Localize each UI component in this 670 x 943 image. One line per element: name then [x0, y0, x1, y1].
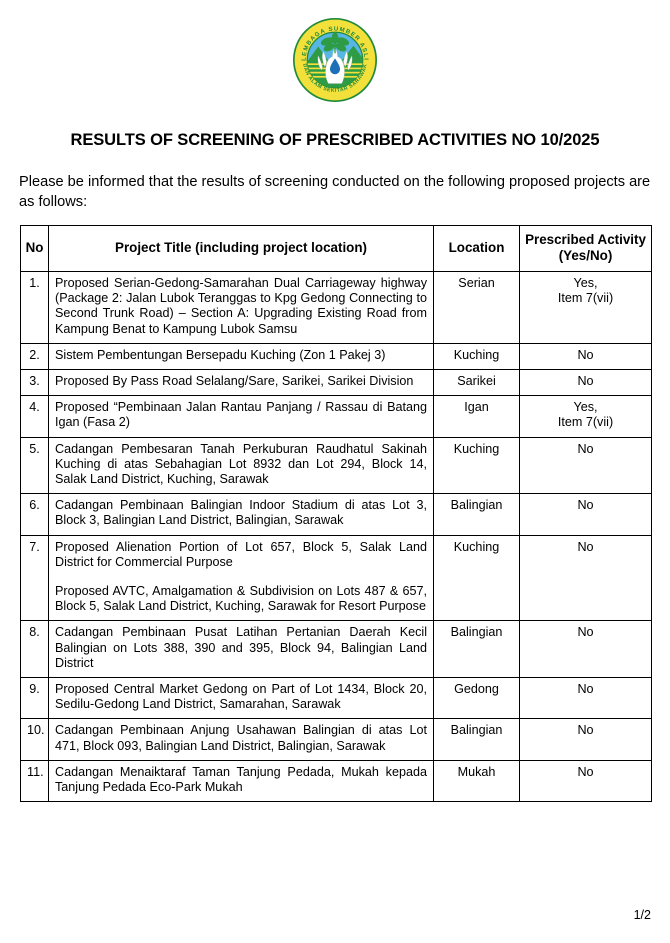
project-title-paragraph: Cadangan Pembinaan Pusat Latihan Pertani…	[55, 625, 427, 670]
table-row: 4. Proposed “Pembinaan Jalan Rantau Panja…	[20, 395, 652, 438]
lembaga-sumber-asli-sarawak-logo: LEMBAGA SUMBER ASLI DAN ALAM SEKITAR SAR…	[293, 18, 377, 102]
location-cell: Mukah	[433, 759, 520, 803]
column-header-prescribed-activity: Prescribed Activity (Yes/No)	[519, 225, 652, 272]
location-cell: Balingian	[433, 718, 520, 761]
table-row: 6. Cadangan Pembinaan Balingian Indoor St…	[20, 493, 652, 536]
prescribed-activity-line: No	[577, 374, 594, 389]
prescribed-activity-line: No	[577, 539, 594, 554]
project-title-cell: Sistem Pembentungan Bersepadu Kuching (Z…	[48, 342, 434, 371]
project-title-paragraph: Proposed “Pembinaan Jalan Rantau Panjang…	[55, 400, 427, 430]
prescribed-activity-cell: No	[519, 718, 652, 761]
prescribed-activity-cell: Yes, Item 7(vii)	[519, 271, 652, 344]
prescribed-activity-line: No	[577, 723, 594, 738]
prescribed-activity-line: No	[577, 441, 594, 456]
project-title-cell: Proposed Central Market Gedong on Part o…	[48, 677, 434, 720]
prescribed-activity-cell: No	[519, 677, 652, 720]
project-title-paragraph: Cadangan Pembinaan Balingian Indoor Stad…	[55, 498, 427, 528]
project-title-paragraph: Proposed By Pass Road Selalang/Sare, Sar…	[55, 374, 414, 389]
project-title-cell: Cadangan Menaiktaraf Taman Tanjung Pedad…	[48, 759, 434, 803]
intro-paragraph: Please be informed that the results of s…	[19, 174, 651, 210]
project-title-cell: Cadangan Pembinaan Balingian Indoor Stad…	[48, 493, 434, 536]
location-cell: Serian	[433, 271, 520, 344]
project-title-cell: Cadangan Pembinaan Anjung Usahawan Balin…	[48, 718, 434, 761]
project-title-cell: Proposed By Pass Road Selalang/Sare, Sar…	[48, 369, 434, 397]
table-row: 9. Proposed Central Market Gedong on Part…	[20, 677, 652, 720]
row-number: 1.	[20, 271, 49, 344]
project-title-paragraph: Proposed Alienation Portion of Lot 657, …	[55, 539, 427, 569]
column-header-prescribed-activity-line1: Prescribed Activity	[525, 232, 646, 247]
table-body: 1. Proposed Serian-Gedong-Samarahan Dual …	[20, 271, 652, 803]
prescribed-activity-cell: No	[519, 436, 652, 495]
column-header-no: No	[20, 225, 49, 272]
table-row: 5. Cadangan Pembesaran Tanah Perkuburan R…	[20, 436, 652, 495]
row-number: 6.	[20, 493, 49, 536]
column-header-prescribed-activity-line2: (Yes/No)	[558, 248, 613, 263]
project-title-cell: Proposed “Pembinaan Jalan Rantau Panjang…	[48, 395, 434, 438]
prescribed-activity-cell: No	[519, 759, 652, 803]
table-row: 10. Cadangan Pembinaan Anjung Usahawan Ba…	[20, 718, 652, 761]
table-row: 11. Cadangan Menaiktaraf Taman Tanjung Pe…	[20, 759, 652, 803]
location-cell: Kuching	[433, 534, 520, 622]
prescribed-activity-line: No	[577, 498, 594, 513]
column-header-project-title: Project Title (including project locatio…	[48, 225, 434, 272]
logo-container: LEMBAGA SUMBER ASLI DAN ALAM SEKITAR SAR…	[0, 18, 670, 102]
project-title-paragraph: Proposed Central Market Gedong on Part o…	[55, 682, 427, 712]
screening-results-table-wrapper: No Project Title (including project loca…	[20, 225, 652, 803]
page-title: RESULTS OF SCREENING OF PRESCRIBED ACTIV…	[70, 131, 600, 149]
prescribed-activity-line: Yes,	[573, 276, 598, 290]
location-cell: Gedong	[433, 677, 520, 720]
project-title-paragraph: Cadangan Menaiktaraf Taman Tanjung Pedad…	[55, 764, 427, 795]
prescribed-activity-line: No	[577, 347, 594, 362]
project-title-cell: Proposed Alienation Portion of Lot 657, …	[48, 534, 434, 622]
screening-results-table: No Project Title (including project loca…	[20, 225, 652, 803]
prescribed-activity-cell: No	[519, 620, 652, 679]
prescribed-activity-line: Yes,	[573, 400, 598, 415]
prescribed-activity-line: No	[577, 682, 594, 697]
row-number: 10.	[20, 718, 49, 761]
project-title-paragraph: Proposed Serian-Gedong-Samarahan Dual Ca…	[55, 276, 427, 336]
prescribed-activity-line: No	[577, 764, 594, 779]
prescribed-activity-line: Item 7(vii)	[557, 291, 614, 306]
location-cell: Sarikei	[433, 369, 520, 397]
prescribed-activity-cell: No	[519, 342, 652, 371]
project-title-paragraph: Cadangan Pembesaran Tanah Perkuburan Rau…	[55, 441, 427, 487]
row-number: 2.	[20, 342, 49, 371]
location-cell: Balingian	[433, 620, 520, 679]
prescribed-activity-cell: No	[519, 369, 652, 397]
location-cell: Igan	[433, 395, 520, 438]
project-title-cell: Cadangan Pembesaran Tanah Perkuburan Rau…	[48, 436, 434, 495]
row-number: 8.	[20, 620, 49, 679]
row-number: 4.	[20, 395, 49, 438]
location-cell: Kuching	[433, 342, 520, 371]
row-number: 11.	[20, 759, 49, 803]
table-row: 7. Proposed Alienation Portion of Lot 657…	[20, 534, 652, 622]
table-header-row: No Project Title (including project loca…	[20, 225, 652, 272]
project-title-paragraph: Proposed AVTC, Amalgamation & Subdivisio…	[55, 584, 427, 614]
prescribed-activity-cell: No	[519, 493, 652, 536]
prescribed-activity-cell: Yes, Item 7(vii)	[519, 395, 652, 438]
table-row: 2. Sistem Pembentungan Bersepadu Kuching …	[20, 342, 652, 371]
prescribed-activity-line: Item 7(vii)	[557, 415, 614, 430]
project-title-paragraph: Sistem Pembentungan Bersepadu Kuching (Z…	[55, 347, 386, 362]
table-row: 1. Proposed Serian-Gedong-Samarahan Dual …	[20, 271, 652, 344]
table-row: 8. Cadangan Pembinaan Pusat Latihan Perta…	[20, 620, 652, 679]
row-number: 3.	[20, 369, 49, 397]
row-number: 9.	[20, 677, 49, 720]
row-number: 5.	[20, 436, 49, 495]
prescribed-activity-line: No	[577, 625, 594, 640]
table-row: 3. Proposed By Pass Road Selalang/Sare, S…	[20, 369, 652, 397]
prescribed-activity-cell: No	[519, 534, 652, 622]
page-indicator: 1/2	[633, 908, 651, 922]
location-cell: Balingian	[433, 493, 520, 536]
project-title-cell: Proposed Serian-Gedong-Samarahan Dual Ca…	[48, 271, 434, 344]
location-cell: Kuching	[433, 436, 520, 495]
row-number: 7.	[20, 534, 49, 622]
column-header-location: Location	[433, 225, 520, 272]
project-title-paragraph: Cadangan Pembinaan Anjung Usahawan Balin…	[55, 723, 427, 753]
project-title-cell: Cadangan Pembinaan Pusat Latihan Pertani…	[48, 620, 434, 679]
